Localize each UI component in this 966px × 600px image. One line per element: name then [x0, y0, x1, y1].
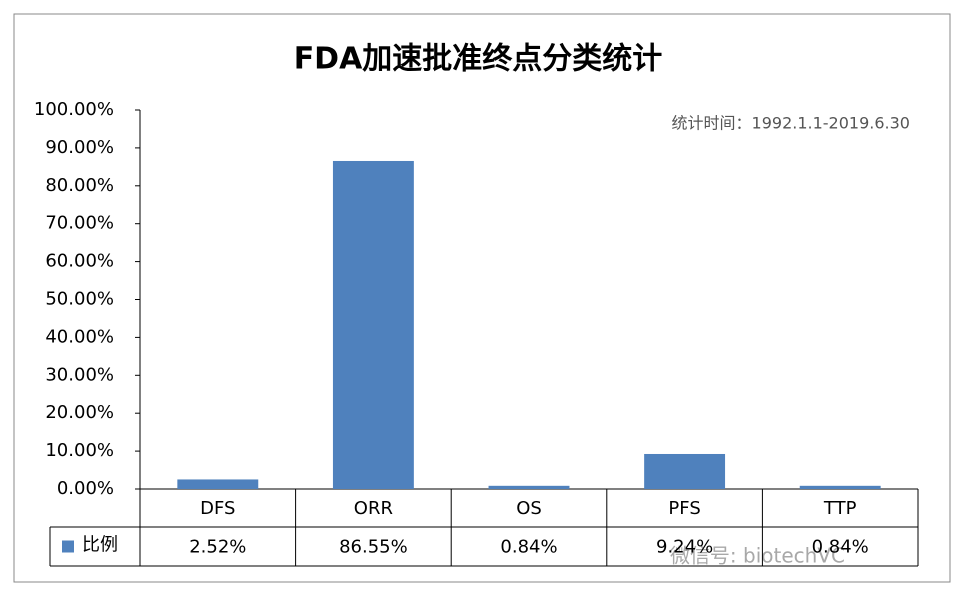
bar — [177, 479, 259, 489]
annotation: 统计时间：1992.1.1-2019.6.30 — [672, 114, 910, 133]
chart-title: FDA加速批准终点分类统计 — [294, 42, 663, 77]
value-label: 2.52% — [189, 537, 246, 558]
y-tick-label: 20.00% — [45, 402, 114, 423]
y-tick-label: 60.00% — [45, 251, 114, 272]
y-tick-label: 50.00% — [45, 289, 114, 310]
y-tick-label: 90.00% — [45, 137, 114, 158]
y-tick-label: 80.00% — [45, 175, 114, 196]
x-tick-label: TTP — [823, 498, 857, 519]
legend-label: 比例 — [82, 535, 118, 556]
bar — [332, 160, 414, 489]
y-tick-label: 40.00% — [45, 326, 114, 347]
legend-swatch — [62, 540, 74, 553]
y-tick-label: 30.00% — [45, 364, 114, 385]
y-tick-label: 10.00% — [45, 440, 114, 461]
x-tick-label: OS — [516, 498, 542, 519]
x-tick-label: PFS — [668, 498, 700, 519]
y-tick-label: 100.00% — [34, 99, 114, 120]
bar — [644, 453, 726, 489]
bar — [799, 485, 881, 489]
value-label: 9.24% — [656, 537, 713, 558]
watermark: 微信号: biotechVC — [670, 544, 845, 568]
x-tick-label: DFS — [200, 498, 235, 519]
y-tick-label: 0.00% — [57, 478, 114, 499]
value-label: 0.84% — [812, 537, 869, 558]
bar — [488, 485, 570, 489]
value-label: 0.84% — [500, 537, 557, 558]
y-tick-label: 70.00% — [45, 213, 114, 234]
value-label: 86.55% — [339, 537, 408, 558]
chart-frame — [13, 13, 951, 583]
x-tick-label: ORR — [354, 498, 393, 519]
